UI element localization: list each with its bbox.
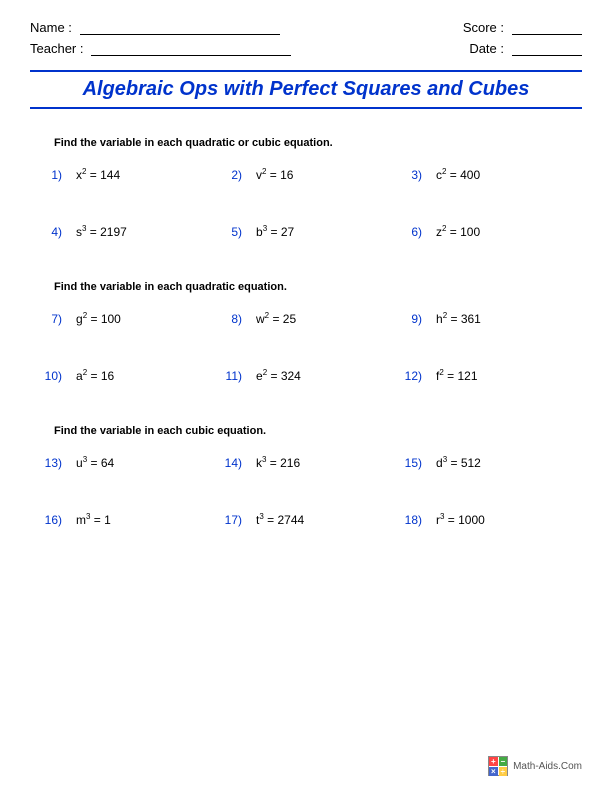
problem-number: 7) bbox=[30, 312, 62, 326]
problem-number: 9) bbox=[390, 312, 422, 326]
instruction: Find the variable in each quadratic or c… bbox=[54, 137, 582, 149]
problem-number: 4) bbox=[30, 225, 62, 239]
equation: v2 = 16 bbox=[256, 167, 293, 182]
section: Find the variable in each cubic equation… bbox=[30, 425, 582, 527]
problem: 7) g2 = 100 bbox=[30, 311, 210, 326]
equation: g2 = 100 bbox=[76, 311, 121, 326]
header-row-1: Name : Score : bbox=[30, 20, 582, 35]
instruction: Find the variable in each cubic equation… bbox=[54, 425, 582, 437]
equation: f2 = 121 bbox=[436, 368, 478, 383]
problem: 16) m3 = 1 bbox=[30, 512, 210, 527]
equation: b3 = 27 bbox=[256, 224, 294, 239]
equation: k3 = 216 bbox=[256, 455, 300, 470]
problem-row: 10) a2 = 16 11) e2 = 324 12) f2 = 121 bbox=[30, 368, 582, 383]
teacher-blank bbox=[91, 42, 291, 56]
problem: 15) d3 = 512 bbox=[390, 455, 570, 470]
problem: 1) x2 = 144 bbox=[30, 167, 210, 182]
problem: 4) s3 = 2197 bbox=[30, 224, 210, 239]
problem: 17) t3 = 2744 bbox=[210, 512, 390, 527]
problem-row: 4) s3 = 2197 5) b3 = 27 6) z2 = 100 bbox=[30, 224, 582, 239]
problem: 2) v2 = 16 bbox=[210, 167, 390, 182]
equation: m3 = 1 bbox=[76, 512, 111, 527]
problem-number: 3) bbox=[390, 168, 422, 182]
problem-row: 16) m3 = 1 17) t3 = 2744 18) r3 = 1000 bbox=[30, 512, 582, 527]
problem: 11) e2 = 324 bbox=[210, 368, 390, 383]
equation: z2 = 100 bbox=[436, 224, 480, 239]
problem: 9) h2 = 361 bbox=[390, 311, 570, 326]
equation: t3 = 2744 bbox=[256, 512, 304, 527]
section: Find the variable in each quadratic or c… bbox=[30, 137, 582, 239]
score-label: Score : bbox=[463, 20, 504, 35]
problem-row: 13) u3 = 64 14) k3 = 216 15) d3 = 512 bbox=[30, 455, 582, 470]
name-blank bbox=[80, 21, 280, 35]
date-label: Date : bbox=[469, 41, 504, 56]
problem: 5) b3 = 27 bbox=[210, 224, 390, 239]
equation: s3 = 2197 bbox=[76, 224, 127, 239]
problem-number: 12) bbox=[390, 369, 422, 383]
problem-number: 14) bbox=[210, 456, 242, 470]
score-blank bbox=[512, 21, 582, 35]
problem-number: 16) bbox=[30, 513, 62, 527]
page-title: Algebraic Ops with Perfect Squares and C… bbox=[30, 70, 582, 109]
problem-number: 1) bbox=[30, 168, 62, 182]
equation: d3 = 512 bbox=[436, 455, 481, 470]
equation: r3 = 1000 bbox=[436, 512, 485, 527]
equation: e2 = 324 bbox=[256, 368, 301, 383]
problem-number: 6) bbox=[390, 225, 422, 239]
problem: 8) w2 = 25 bbox=[210, 311, 390, 326]
problem: 13) u3 = 64 bbox=[30, 455, 210, 470]
footer-text: Math-Aids.Com bbox=[513, 761, 582, 772]
teacher-field: Teacher : bbox=[30, 41, 291, 56]
problem: 3) c2 = 400 bbox=[390, 167, 570, 182]
instruction: Find the variable in each quadratic equa… bbox=[54, 281, 582, 293]
problem-number: 18) bbox=[390, 513, 422, 527]
problem: 18) r3 = 1000 bbox=[390, 512, 570, 527]
equation: a2 = 16 bbox=[76, 368, 114, 383]
footer: +−×÷ Math-Aids.Com bbox=[488, 756, 582, 776]
equation: w2 = 25 bbox=[256, 311, 296, 326]
name-label: Name : bbox=[30, 20, 72, 35]
problem-number: 15) bbox=[390, 456, 422, 470]
equation: h2 = 361 bbox=[436, 311, 481, 326]
problem-number: 8) bbox=[210, 312, 242, 326]
problem: 14) k3 = 216 bbox=[210, 455, 390, 470]
problem-number: 11) bbox=[210, 369, 242, 383]
problem-number: 10) bbox=[30, 369, 62, 383]
problem-row: 7) g2 = 100 8) w2 = 25 9) h2 = 361 bbox=[30, 311, 582, 326]
problem-number: 2) bbox=[210, 168, 242, 182]
problem-number: 17) bbox=[210, 513, 242, 527]
math-aids-icon: +−×÷ bbox=[488, 756, 508, 776]
problem-number: 5) bbox=[210, 225, 242, 239]
problem-number: 13) bbox=[30, 456, 62, 470]
problem: 6) z2 = 100 bbox=[390, 224, 570, 239]
teacher-label: Teacher : bbox=[30, 41, 83, 56]
date-field: Date : bbox=[469, 41, 582, 56]
header-row-2: Teacher : Date : bbox=[30, 41, 582, 56]
equation: c2 = 400 bbox=[436, 167, 480, 182]
score-field: Score : bbox=[463, 20, 582, 35]
name-field: Name : bbox=[30, 20, 280, 35]
equation: x2 = 144 bbox=[76, 167, 120, 182]
problem: 10) a2 = 16 bbox=[30, 368, 210, 383]
problem: 12) f2 = 121 bbox=[390, 368, 570, 383]
date-blank bbox=[512, 42, 582, 56]
problem-row: 1) x2 = 144 2) v2 = 16 3) c2 = 400 bbox=[30, 167, 582, 182]
equation: u3 = 64 bbox=[76, 455, 114, 470]
section: Find the variable in each quadratic equa… bbox=[30, 281, 582, 383]
